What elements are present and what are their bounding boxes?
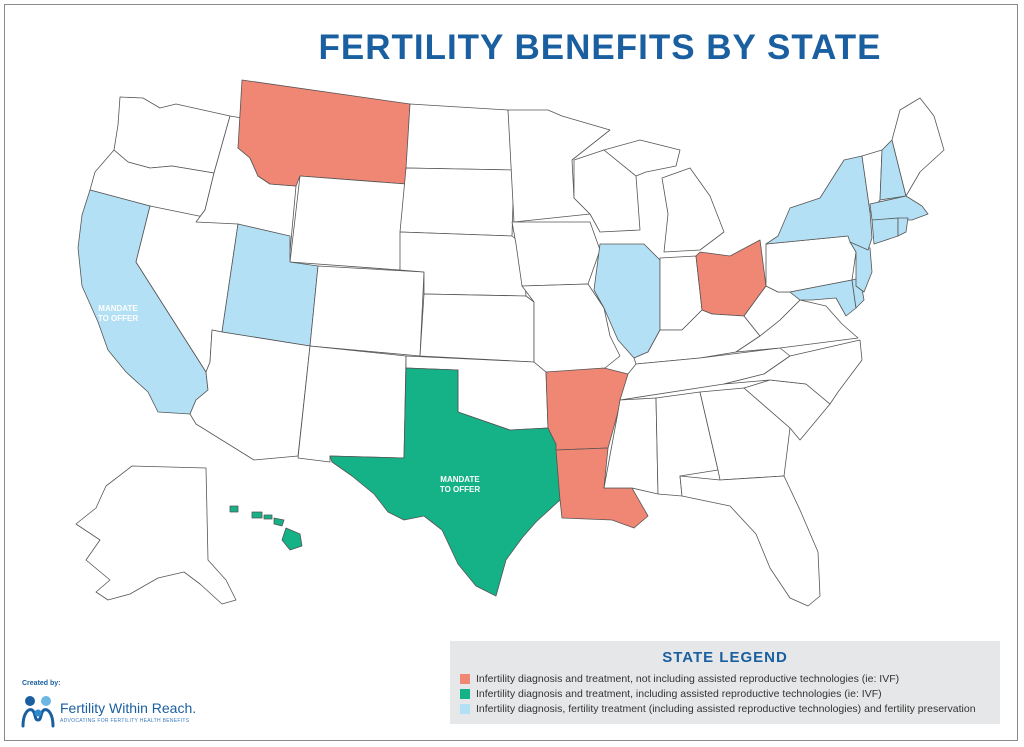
- state-montana[interactable]: [237, 79, 411, 187]
- org-tagline: ADVOCATING FOR FERTILITY HEALTH BENEFITS: [60, 718, 190, 724]
- legend-label-not-including-art: Infertility diagnosis and treatment, not…: [476, 673, 900, 685]
- state-connecticut[interactable]: [871, 217, 899, 245]
- org-name: Fertility Within Reach.: [60, 700, 197, 716]
- family-figures-icon: [21, 696, 55, 728]
- state-minnesota[interactable]: [507, 109, 611, 223]
- state-new-mexico[interactable]: [297, 345, 407, 463]
- legend-label-fertility-preservation: Infertility diagnosis, fertility treatme…: [476, 703, 976, 715]
- state-legend: STATE LEGEND Infertility diagnosis and t…: [450, 641, 1000, 724]
- state-north-dakota[interactable]: [405, 103, 515, 171]
- legend-item-including-art: Infertility diagnosis and treatment, inc…: [460, 687, 882, 701]
- legend-swatch-not-including-art: [460, 674, 470, 684]
- state-washington[interactable]: [113, 96, 231, 174]
- california-annotation-line-1: MANDATE: [98, 304, 138, 313]
- legend-item-not-including-art: Infertility diagnosis and treatment, not…: [460, 672, 899, 686]
- state-missouri[interactable]: [521, 283, 621, 373]
- state-new-york[interactable]: [765, 155, 873, 251]
- legend-item-fertility-preservation: Infertility diagnosis, fertility treatme…: [460, 702, 976, 716]
- state-florida[interactable]: [679, 475, 821, 607]
- state-south-dakota[interactable]: [399, 167, 515, 237]
- state-iowa[interactable]: [511, 221, 601, 287]
- texas-annotation-line-1: MANDATE: [440, 475, 480, 484]
- legend-swatch-fertility-preservation: [460, 704, 470, 714]
- legend-label-including-art: Infertility diagnosis and treatment, inc…: [476, 688, 882, 700]
- california-annotation-line-2: TO OFFER: [97, 314, 139, 323]
- state-michigan[interactable]: [603, 139, 725, 253]
- state-alaska[interactable]: [75, 465, 237, 605]
- hawaii-oahu[interactable]: [251, 511, 263, 519]
- hawaii-kauai[interactable]: [229, 505, 239, 513]
- state-louisiana[interactable]: [555, 447, 649, 529]
- state-kansas[interactable]: [419, 293, 535, 363]
- texas-annotation-line-2: TO OFFER: [439, 485, 481, 494]
- state-texas[interactable]: [329, 367, 561, 597]
- state-north-carolina[interactable]: [723, 339, 863, 405]
- hawaii-big-island[interactable]: [281, 527, 303, 551]
- state-hawaii[interactable]: [229, 505, 303, 551]
- california-annotation: MANDATE TO OFFER: [88, 304, 148, 324]
- legend-swatch-including-art: [460, 689, 470, 699]
- state-maine[interactable]: [891, 97, 945, 197]
- hawaii-molokai[interactable]: [263, 514, 273, 520]
- state-wyoming[interactable]: [289, 175, 407, 271]
- state-new-jersey[interactable]: [849, 241, 873, 293]
- map-title: FERTILITY BENEFITS BY STATE: [318, 28, 882, 67]
- fertility-within-reach-logo[interactable]: Fertility Within Reach. ADVOCATING FOR F…: [20, 692, 220, 732]
- hawaii-maui[interactable]: [273, 517, 285, 527]
- map-frame: [4, 4, 1018, 741]
- state-colorado[interactable]: [309, 265, 425, 357]
- texas-annotation: MANDATE TO OFFER: [430, 475, 490, 495]
- created-by-label: Created by:: [22, 680, 61, 687]
- legend-title: STATE LEGEND: [662, 649, 788, 666]
- state-rhode-island[interactable]: [897, 217, 909, 237]
